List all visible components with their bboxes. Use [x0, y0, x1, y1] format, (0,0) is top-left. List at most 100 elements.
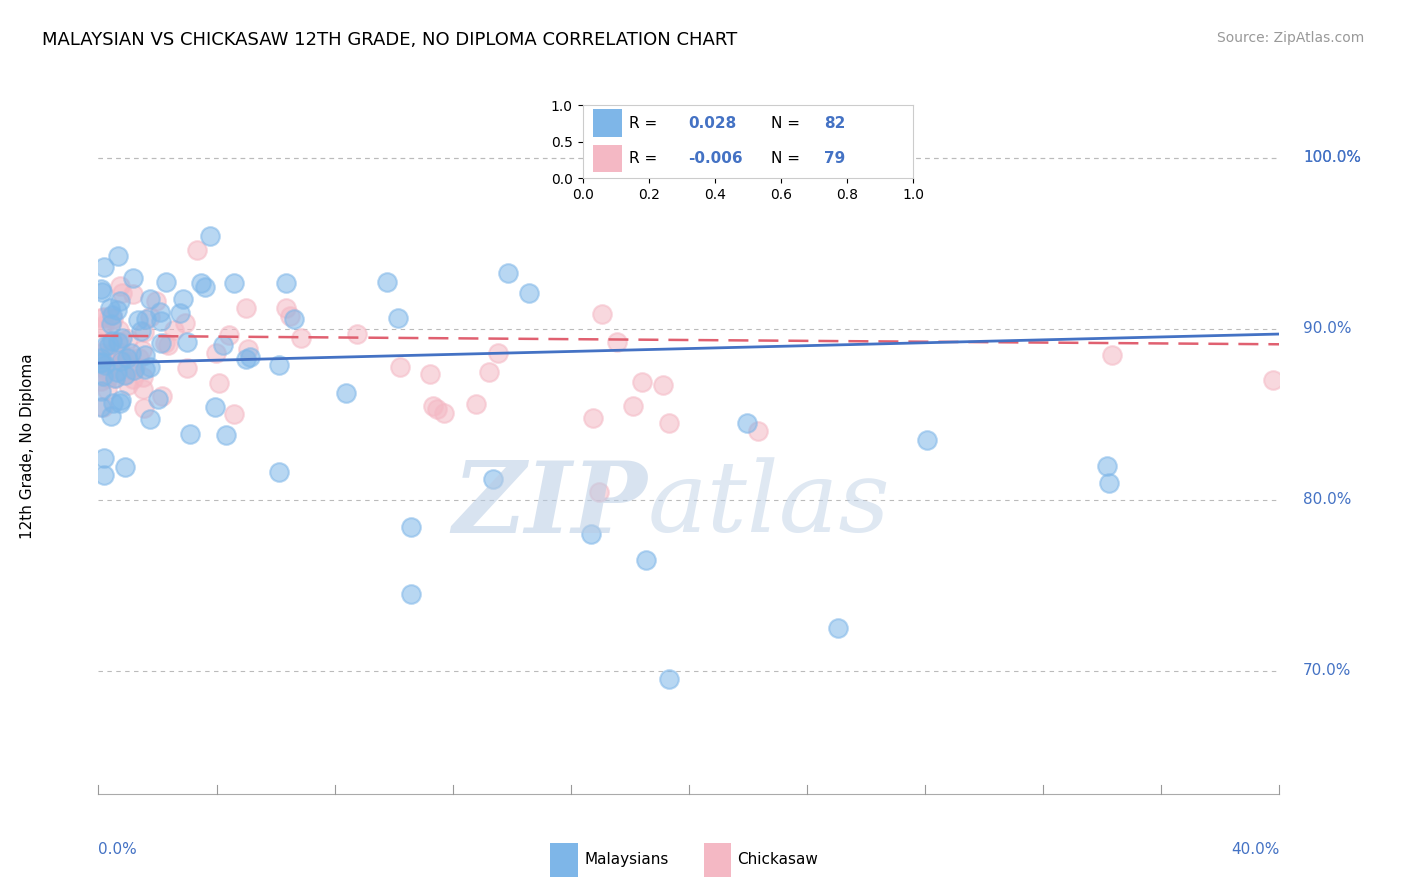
Point — [94, 358, 117, 372]
Point — [163, 323, 186, 337]
Point — [93, 260, 115, 274]
Point — [138, 292, 160, 306]
Point — [194, 280, 217, 294]
Point — [128, 351, 150, 366]
Point — [149, 335, 172, 350]
Point — [634, 552, 657, 566]
Point — [153, 335, 176, 350]
Point — [122, 363, 145, 377]
Point — [121, 287, 143, 301]
Point — [588, 485, 610, 500]
Point — [658, 673, 681, 687]
Text: ZIP: ZIP — [453, 457, 648, 553]
Point — [96, 365, 118, 379]
Point — [517, 286, 540, 301]
Point — [114, 368, 136, 382]
Point — [658, 416, 681, 430]
Point — [274, 276, 297, 290]
Point — [94, 341, 117, 355]
Point — [110, 345, 132, 359]
Text: 70.0%: 70.0% — [1303, 664, 1351, 678]
Point — [387, 311, 409, 326]
Point — [134, 325, 156, 339]
Point — [111, 331, 134, 345]
Point — [198, 228, 221, 243]
Point — [205, 346, 228, 360]
Point — [100, 317, 122, 331]
Point — [93, 318, 115, 333]
Point — [208, 376, 231, 391]
Point — [179, 426, 201, 441]
Point — [110, 392, 132, 407]
Point — [117, 332, 139, 346]
Point — [651, 377, 673, 392]
Point — [97, 310, 120, 324]
Point — [478, 365, 501, 379]
Point — [917, 433, 939, 447]
Point — [346, 326, 368, 341]
Point — [131, 382, 153, 396]
Point — [96, 371, 118, 385]
Point — [581, 527, 603, 541]
Point — [90, 282, 112, 296]
Point — [108, 352, 131, 367]
Point — [122, 270, 145, 285]
Point — [235, 301, 257, 315]
Point — [90, 356, 112, 370]
Point — [1098, 475, 1121, 490]
Point — [214, 428, 236, 442]
Point — [172, 293, 194, 307]
Point — [176, 361, 198, 376]
Point — [631, 375, 654, 389]
Point — [120, 363, 142, 377]
Point — [124, 359, 146, 374]
Point — [433, 406, 456, 420]
Point — [90, 374, 112, 388]
Point — [267, 465, 290, 479]
Point — [131, 324, 153, 338]
Point — [274, 301, 297, 315]
Point — [173, 317, 195, 331]
Point — [150, 313, 173, 327]
Point — [93, 451, 115, 466]
Point — [1101, 347, 1123, 361]
Point — [267, 358, 290, 372]
Text: 80.0%: 80.0% — [1303, 492, 1351, 508]
Point — [100, 334, 122, 349]
Point — [108, 322, 131, 336]
Point — [115, 350, 138, 364]
Point — [108, 396, 131, 410]
Point — [108, 334, 131, 349]
Point — [335, 386, 357, 401]
Point — [145, 293, 167, 308]
Point — [98, 301, 121, 316]
Point — [90, 285, 112, 299]
Point — [104, 371, 127, 385]
Point — [135, 312, 157, 326]
Point — [90, 359, 112, 373]
Point — [90, 351, 112, 366]
Point — [101, 396, 124, 410]
Point — [238, 342, 260, 356]
Text: 100.0%: 100.0% — [1303, 151, 1361, 165]
Point — [204, 400, 226, 414]
Point — [399, 587, 422, 601]
Text: atlas: atlas — [648, 458, 890, 553]
Point — [150, 389, 173, 403]
Point — [1097, 458, 1119, 473]
Point — [91, 400, 114, 414]
Point — [96, 383, 118, 397]
Point — [149, 305, 172, 319]
Point — [190, 277, 212, 291]
Point — [157, 337, 180, 351]
Point — [155, 275, 177, 289]
Point — [621, 399, 644, 413]
Point — [97, 363, 120, 377]
Point — [419, 367, 441, 381]
Point — [105, 365, 128, 379]
Point — [90, 384, 112, 399]
Point — [134, 401, 156, 415]
Point — [169, 306, 191, 320]
Point — [90, 311, 112, 326]
Point — [139, 412, 162, 426]
